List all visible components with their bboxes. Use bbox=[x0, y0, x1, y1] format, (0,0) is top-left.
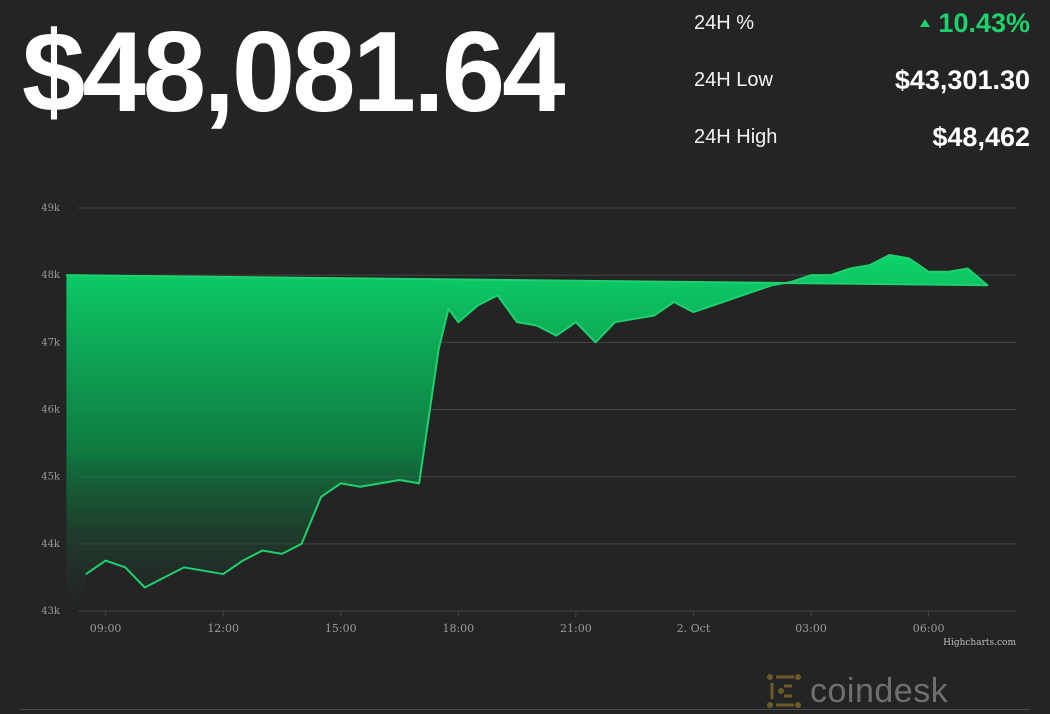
high-label: 24H High bbox=[694, 125, 778, 148]
data-point bbox=[830, 274, 832, 276]
y-tick-label: 43k bbox=[41, 606, 61, 617]
change-value: 10.43% bbox=[938, 7, 1030, 38]
brand-wordmark: coindesk bbox=[810, 672, 949, 710]
data-point bbox=[477, 304, 479, 306]
data-point bbox=[65, 274, 68, 276]
data-point bbox=[634, 318, 636, 320]
data-point bbox=[732, 298, 734, 300]
data-point bbox=[536, 324, 538, 327]
y-tick-label: 46k bbox=[41, 405, 61, 416]
y-tick-label: 49k bbox=[41, 203, 61, 214]
price-chart[interactable]: 43k 44k 45k 46k 47k 48k 49k 09:00 12:00 15:00 18:… bbox=[0, 180, 1050, 650]
data-point bbox=[575, 321, 577, 323]
x-tick-label: 03:00 bbox=[795, 622, 827, 635]
data-point bbox=[457, 321, 459, 323]
data-point bbox=[888, 254, 891, 256]
x-tick-label: 21:00 bbox=[560, 622, 592, 635]
data-point bbox=[320, 496, 322, 498]
data-point bbox=[183, 566, 185, 568]
data-point bbox=[398, 479, 401, 481]
change-label: 24H % bbox=[694, 11, 755, 34]
data-point bbox=[359, 486, 361, 488]
data-point bbox=[908, 257, 910, 259]
data-point bbox=[555, 335, 557, 337]
series-group bbox=[65, 254, 989, 611]
x-tick-label: 09:00 bbox=[90, 622, 122, 635]
data-point bbox=[771, 284, 773, 286]
chart-credits[interactable]: Highcharts.com bbox=[943, 638, 1016, 648]
x-tick-label: 06:00 bbox=[913, 622, 945, 635]
data-point bbox=[594, 341, 597, 343]
stat-row-high: 24H High $48,462 bbox=[694, 117, 1030, 157]
stat-row-change: 24H % 10.43% bbox=[694, 3, 1030, 43]
low-label: 24H Low bbox=[694, 68, 773, 91]
brand-logo: coindesk bbox=[764, 672, 948, 710]
low-value: $43,301.30 bbox=[894, 64, 1030, 95]
x-tick-label: 12:00 bbox=[207, 622, 239, 635]
data-point bbox=[85, 573, 87, 575]
y-tick-label: 44k bbox=[41, 539, 61, 550]
data-point bbox=[281, 553, 283, 555]
data-point bbox=[986, 284, 989, 286]
bottom-divider bbox=[20, 709, 1030, 710]
data-point bbox=[300, 543, 303, 545]
data-point bbox=[202, 570, 205, 572]
data-point bbox=[790, 281, 793, 283]
y-axis-labels: 43k 44k 45k 46k 47k 48k 49k bbox=[41, 203, 61, 617]
data-point bbox=[653, 314, 655, 317]
data-point bbox=[849, 267, 851, 270]
x-axis-labels: 09:00 12:00 15:00 18:00 21:00 2. Oct 03:00 06:0… bbox=[90, 611, 945, 635]
change-value-wrap: 10.43% bbox=[920, 8, 1030, 39]
data-point bbox=[261, 549, 263, 552]
data-point bbox=[516, 321, 518, 323]
data-point bbox=[438, 348, 440, 350]
y-tick-label: 45k bbox=[41, 472, 61, 483]
up-triangle-icon bbox=[920, 19, 931, 27]
data-point bbox=[242, 560, 244, 562]
data-point bbox=[144, 586, 146, 589]
data-point bbox=[967, 267, 969, 270]
current-price: $48,081.64 bbox=[22, 9, 566, 136]
data-point bbox=[869, 264, 871, 266]
data-point bbox=[614, 321, 616, 323]
x-tick-label: 15:00 bbox=[325, 622, 357, 635]
stat-row-low: 24H Low $43,301.30 bbox=[694, 60, 1030, 100]
high-value: $48,462 bbox=[932, 121, 1030, 152]
data-point bbox=[124, 566, 126, 568]
data-point bbox=[673, 301, 675, 303]
data-point bbox=[222, 573, 224, 575]
data-point bbox=[379, 482, 381, 484]
data-point bbox=[692, 311, 695, 313]
data-point bbox=[104, 560, 107, 562]
data-point bbox=[163, 576, 165, 579]
y-tick-label: 48k bbox=[41, 270, 61, 281]
data-point bbox=[751, 291, 753, 293]
data-point bbox=[712, 304, 714, 306]
coindesk-logo-icon bbox=[767, 674, 801, 708]
x-tick-label: 2. Oct bbox=[677, 622, 711, 635]
data-point bbox=[947, 271, 949, 273]
y-tick-label: 47k bbox=[41, 337, 61, 348]
data-point bbox=[340, 482, 342, 484]
data-point bbox=[928, 271, 930, 273]
data-point bbox=[810, 274, 812, 276]
data-point bbox=[496, 294, 499, 296]
x-tick-label: 18:00 bbox=[442, 622, 474, 635]
data-point bbox=[447, 308, 450, 310]
series-area bbox=[66, 255, 988, 611]
data-point bbox=[418, 482, 420, 484]
